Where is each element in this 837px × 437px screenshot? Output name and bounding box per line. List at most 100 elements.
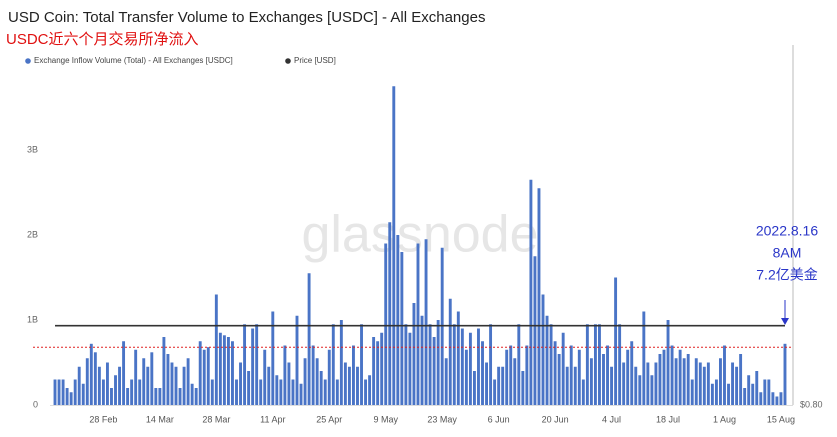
annotation-text: 2022.8.16 bbox=[756, 223, 818, 239]
x-tick-label: 23 May bbox=[427, 414, 457, 424]
bar bbox=[356, 366, 359, 405]
annotation-text: 8AM bbox=[773, 245, 802, 261]
bar bbox=[610, 366, 614, 405]
y-tick-label: 1B bbox=[27, 314, 38, 324]
bar bbox=[485, 362, 488, 405]
legend-marker bbox=[285, 58, 291, 64]
bar bbox=[561, 332, 565, 405]
bar bbox=[513, 358, 517, 405]
bar bbox=[428, 324, 432, 405]
bar bbox=[674, 358, 678, 405]
bar bbox=[497, 366, 501, 405]
bar bbox=[81, 383, 85, 405]
bar bbox=[186, 358, 190, 405]
bar bbox=[352, 345, 355, 405]
bar bbox=[723, 345, 726, 405]
bar bbox=[747, 375, 751, 405]
bar bbox=[537, 188, 541, 405]
bar bbox=[565, 366, 569, 405]
legend-label: Exchange Inflow Volume (Total) - All Exc… bbox=[34, 56, 233, 65]
bar bbox=[110, 388, 113, 405]
bar bbox=[61, 379, 65, 405]
bar bbox=[174, 366, 178, 405]
bar bbox=[283, 345, 287, 405]
bar bbox=[585, 324, 589, 405]
bar bbox=[666, 320, 670, 405]
bar bbox=[622, 362, 626, 405]
bar bbox=[154, 388, 158, 405]
bar bbox=[743, 388, 747, 405]
chart-title: USD Coin: Total Transfer Volume to Excha… bbox=[8, 9, 485, 26]
bar bbox=[243, 324, 247, 405]
bar bbox=[142, 358, 146, 405]
bar bbox=[222, 335, 226, 405]
x-tick-label: 28 Feb bbox=[89, 414, 117, 424]
bar bbox=[73, 379, 77, 405]
bar bbox=[259, 379, 263, 405]
bar bbox=[65, 388, 69, 405]
bar bbox=[206, 347, 210, 405]
bar bbox=[150, 352, 154, 405]
bar bbox=[477, 328, 480, 405]
bar bbox=[493, 379, 497, 405]
bar bbox=[460, 328, 464, 405]
bar bbox=[335, 379, 339, 405]
bar bbox=[735, 366, 739, 405]
bar bbox=[432, 337, 436, 405]
bar bbox=[658, 354, 662, 405]
bar bbox=[408, 332, 412, 405]
bar bbox=[93, 352, 97, 405]
x-tick-label: 9 May bbox=[373, 414, 398, 424]
bar bbox=[573, 366, 577, 405]
bar bbox=[166, 354, 170, 405]
x-tick-label: 18 Jul bbox=[656, 414, 680, 424]
bar bbox=[646, 362, 650, 405]
bar bbox=[182, 366, 186, 405]
bar bbox=[682, 358, 686, 405]
bar bbox=[255, 324, 259, 405]
x-tick-label: 25 Apr bbox=[316, 414, 342, 424]
bar bbox=[303, 358, 307, 405]
bar bbox=[343, 362, 347, 405]
bar bbox=[521, 371, 525, 405]
y-tick-label: 3B bbox=[27, 144, 38, 154]
bar bbox=[101, 379, 105, 405]
bar bbox=[299, 383, 303, 405]
bar bbox=[731, 362, 735, 405]
bar bbox=[452, 324, 456, 405]
bar bbox=[489, 324, 493, 405]
bar bbox=[694, 358, 698, 405]
x-tick-label: 14 Mar bbox=[146, 414, 174, 424]
bar bbox=[360, 324, 363, 405]
bar bbox=[464, 349, 468, 405]
bar bbox=[581, 379, 585, 405]
bar bbox=[456, 311, 460, 405]
bar bbox=[311, 345, 315, 405]
bar bbox=[384, 243, 388, 405]
bar bbox=[239, 362, 242, 405]
bar bbox=[634, 366, 638, 405]
bar bbox=[444, 358, 448, 405]
bar bbox=[400, 252, 404, 405]
bar bbox=[517, 324, 521, 405]
bar bbox=[472, 371, 476, 405]
bar bbox=[323, 379, 327, 405]
x-tick-label: 1 Aug bbox=[713, 414, 736, 424]
bar bbox=[678, 349, 682, 405]
bar bbox=[775, 396, 779, 405]
chart-subtitle: USDC近六个月交易所净流入 bbox=[6, 30, 199, 48]
bar bbox=[557, 354, 561, 405]
bar bbox=[57, 379, 61, 405]
bar bbox=[779, 392, 783, 405]
bar bbox=[287, 362, 291, 405]
bar bbox=[654, 362, 658, 405]
bar bbox=[251, 328, 255, 405]
bar bbox=[267, 366, 271, 405]
bar bbox=[291, 379, 295, 405]
bar bbox=[569, 345, 573, 405]
bar bbox=[114, 375, 117, 405]
bar bbox=[388, 222, 392, 405]
bar bbox=[146, 366, 150, 405]
bar bbox=[122, 341, 126, 405]
